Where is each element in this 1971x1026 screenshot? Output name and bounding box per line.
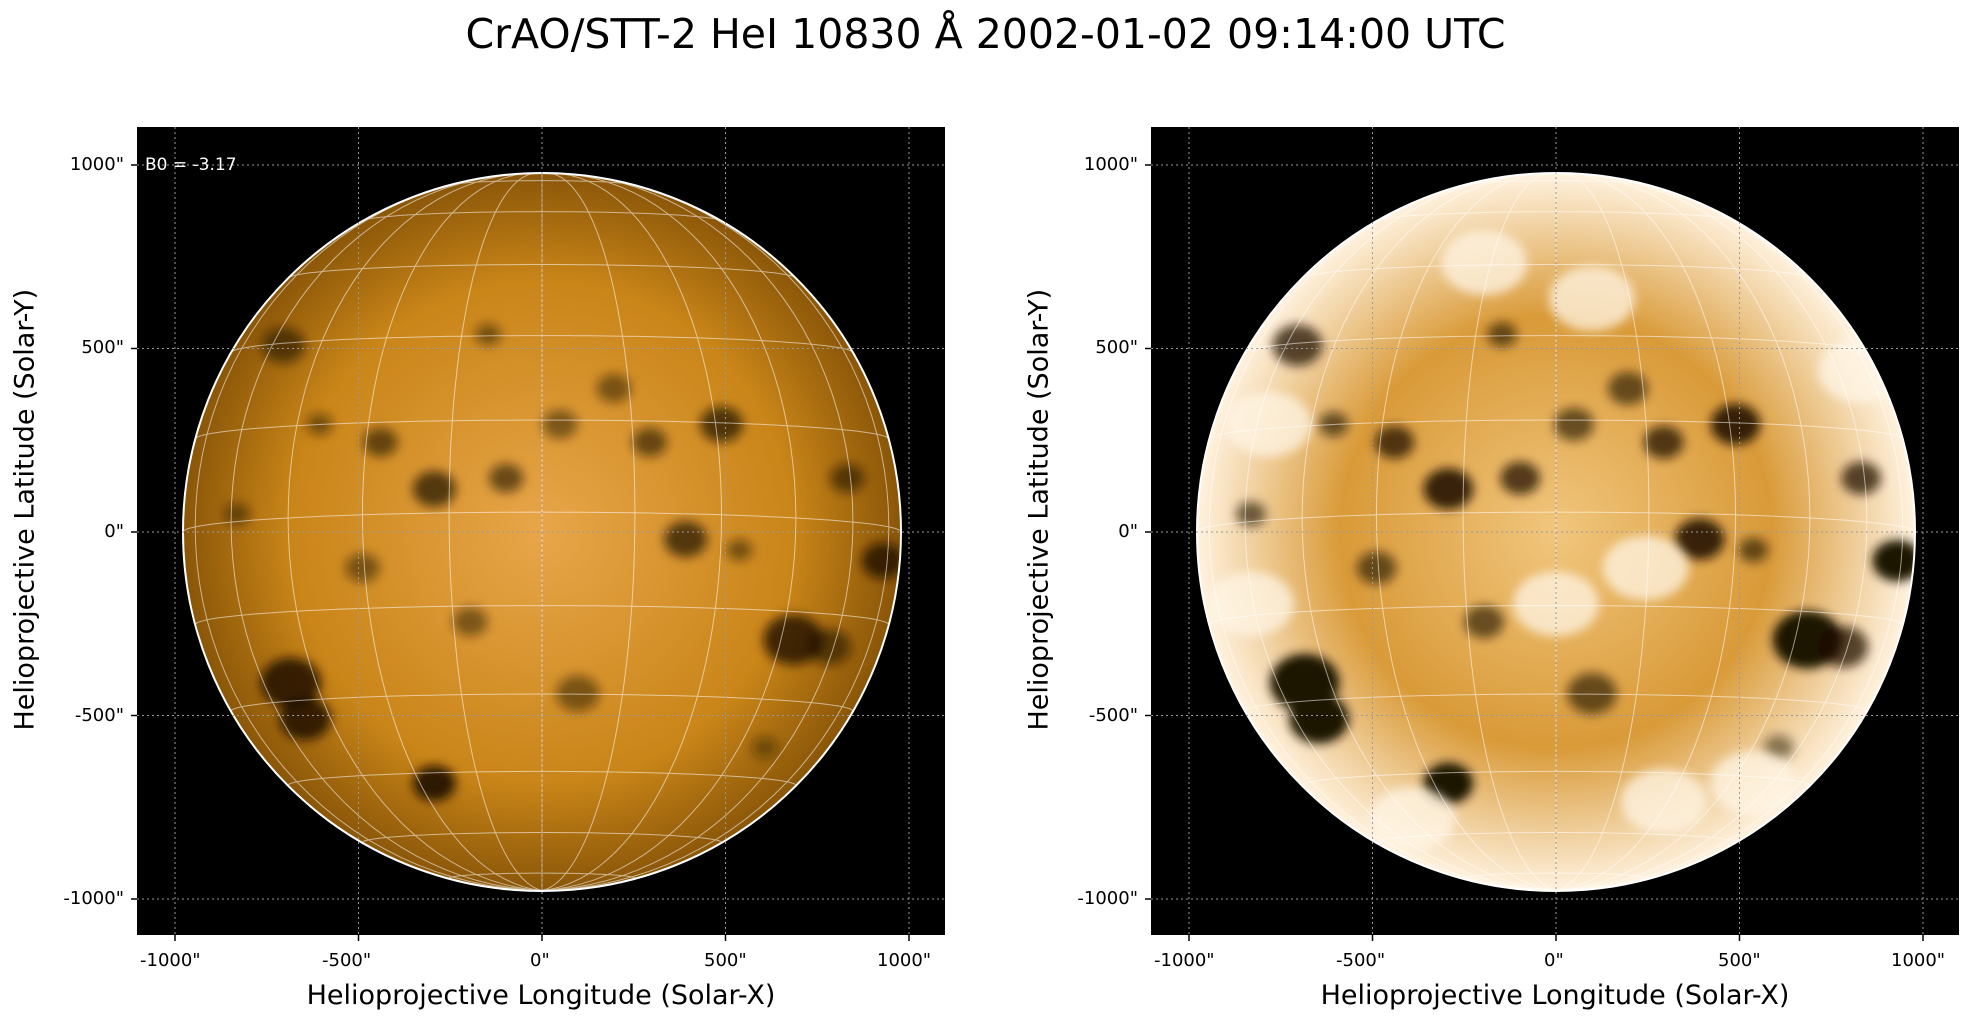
right-xtick-500: 500" — [1718, 950, 1761, 971]
right-feature-10 — [1423, 468, 1474, 510]
right-bright-patch-3 — [1710, 750, 1797, 816]
left-feature-16 — [726, 539, 753, 561]
right-parallel--45 — [1301, 770, 1811, 786]
right-feature-14 — [1554, 407, 1594, 441]
left-feature-0 — [261, 327, 306, 364]
left-xtick-m500: -500" — [322, 950, 372, 971]
right-parallel--15 — [1208, 605, 1904, 626]
left-xtick-1000: 1000" — [877, 950, 932, 971]
left-feature-10 — [412, 470, 456, 507]
left-feature-5 — [763, 614, 824, 665]
figure-title: CrAO/STT-2 HeI 10830 Å 2002-01-02 09:14:… — [465, 10, 1506, 58]
right-feature-9 — [1872, 540, 1915, 582]
left-feature-12 — [596, 374, 632, 403]
right-feature-19 — [1464, 605, 1505, 639]
left-xtick-0: 0" — [530, 950, 550, 971]
right-parallel-45 — [1301, 264, 1811, 279]
right-ticks — [1145, 164, 1924, 941]
left-feature-20 — [829, 463, 865, 493]
right-feature-22 — [1763, 735, 1794, 760]
right-feature-11 — [1500, 461, 1540, 495]
right-feature-18 — [1567, 672, 1617, 715]
left-panel: B0 = -3.17 — [131, 127, 945, 941]
right-feature-6 — [1818, 626, 1868, 668]
left-dark-features — [223, 323, 901, 802]
left-parallel-15 — [194, 419, 890, 440]
right-parallel-15 — [1208, 419, 1904, 440]
right-feature-21 — [1235, 501, 1266, 527]
left-feature-14 — [542, 409, 578, 439]
left-parallel-75 — [448, 180, 636, 186]
right-xtick-m1000: -1000" — [1154, 950, 1215, 971]
right-feature-3 — [1289, 693, 1349, 744]
right-feature-12 — [1607, 371, 1648, 405]
left-feature-8 — [664, 521, 708, 558]
left-feature-6 — [807, 628, 851, 665]
right-bright-patch-2 — [1620, 768, 1707, 834]
right-feature-13 — [1374, 425, 1415, 459]
left-ytick-1000: 1000" — [69, 154, 124, 175]
right-feature-17 — [1356, 551, 1397, 585]
right-bright-patch-5 — [1548, 266, 1635, 331]
left-feature-21 — [223, 503, 250, 525]
left-xtick-m1000: -1000" — [140, 950, 201, 971]
left-feature-23 — [475, 323, 502, 346]
left-feature-9 — [861, 542, 901, 579]
right-xlabel: Helioprojective Longitude (Solar-X) — [1320, 980, 1790, 1011]
right-feature-8 — [1674, 518, 1725, 560]
right-feature-20 — [1841, 461, 1881, 495]
left-feature-17 — [345, 553, 380, 583]
left-ytick-500: 500" — [81, 337, 124, 358]
right-feature-16 — [1738, 537, 1769, 563]
left-feature-18 — [556, 675, 600, 712]
left-feature-19 — [452, 607, 488, 637]
right-feature-23 — [1487, 322, 1518, 347]
left-parallel--45 — [287, 770, 797, 786]
right-bright-patch-4 — [1441, 230, 1528, 296]
right-ytick-1000: 1000" — [1083, 154, 1138, 175]
right-xtick-0: 0" — [1544, 950, 1564, 971]
left-ytick-m500: -500" — [74, 705, 124, 726]
right-parallel-30 — [1244, 335, 1868, 354]
left-feature-3 — [279, 697, 331, 741]
right-parallel-75 — [1462, 180, 1650, 186]
right-panel — [1145, 127, 1959, 941]
left-xtick-500: 500" — [704, 950, 747, 971]
left-feature-2 — [260, 657, 321, 708]
left-feature-7 — [699, 406, 744, 443]
right-ytick-m500: -500" — [1088, 705, 1138, 726]
right-ytick-500: 500" — [1095, 337, 1138, 358]
left-feature-11 — [488, 463, 524, 493]
right-feature-15 — [1643, 425, 1684, 459]
left-ytick-0: 0" — [104, 521, 124, 542]
right-feature-0 — [1272, 324, 1323, 366]
left-ticks — [131, 164, 910, 941]
right-ytick-m1000: -1000" — [1077, 888, 1138, 909]
left-parallel-30 — [230, 335, 854, 354]
right-xtick-1000: 1000" — [1891, 950, 1946, 971]
left-feature-13 — [363, 427, 398, 457]
left-feature-4 — [412, 765, 456, 802]
left-ylabel: Helioprojective Latitude (Solar-Y) — [9, 288, 41, 731]
right-bright-patch-9 — [1602, 535, 1689, 601]
right-bright-patch-0 — [1207, 571, 1294, 637]
right-parallel-60 — [1376, 211, 1736, 222]
left-feature-15 — [632, 427, 667, 457]
left-parallel--15 — [194, 605, 890, 626]
left-feature-22 — [751, 736, 778, 759]
right-ylabel: Helioprojective Latitude (Solar-Y) — [1023, 288, 1055, 731]
right-bright-patch-1 — [1225, 391, 1312, 457]
left-parallel-60 — [362, 211, 722, 222]
right-xtick-m500: -500" — [1336, 950, 1386, 971]
left-b0-annotation: B0 = -3.17 — [145, 155, 237, 175]
right-feature-7 — [1710, 403, 1761, 445]
left-parallel-45 — [287, 264, 797, 279]
left-ytick-m1000: -1000" — [63, 888, 124, 909]
left-xlabel: Helioprojective Longitude (Solar-X) — [306, 980, 776, 1011]
right-ytick-0: 0" — [1118, 521, 1138, 542]
